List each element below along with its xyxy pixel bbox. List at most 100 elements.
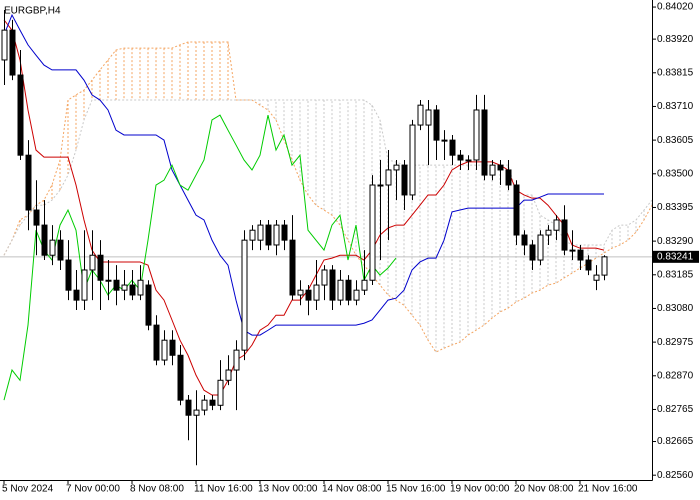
y-tick-label: 0.83920: [657, 34, 694, 45]
y-tick-label: 0.82975: [657, 337, 694, 348]
candle-body: [105, 279, 112, 282]
candle-body: [265, 224, 272, 246]
candle-body: [41, 224, 48, 256]
candle-body: [481, 109, 488, 176]
candle-body: [385, 169, 392, 186]
candle-body: [577, 249, 584, 261]
candle-body: [329, 269, 336, 301]
candle-body: [473, 109, 480, 161]
y-tick-label: 0.82560: [657, 470, 694, 481]
x-tick-label: 19 Nov 00:00: [450, 484, 510, 495]
candle-body: [345, 279, 352, 301]
candle-body: [321, 269, 328, 286]
candle-body: [273, 224, 280, 246]
y-tick-label: 0.83710: [657, 101, 694, 112]
candle-body: [553, 219, 560, 231]
y-tick-label: 0.82765: [657, 404, 694, 415]
candle-body: [161, 339, 168, 361]
candle-body: [513, 184, 520, 236]
candle-body: [193, 409, 200, 416]
candle-body: [289, 239, 296, 296]
candle-body: [241, 239, 248, 351]
candle-body: [465, 159, 472, 162]
candle-body: [401, 164, 408, 196]
candle-body: [305, 289, 312, 301]
x-tick-label: 5 Nov 2024: [2, 484, 54, 495]
candle-body: [81, 269, 88, 301]
candle-body: [457, 154, 464, 161]
candle-body: [489, 164, 496, 176]
candle-body: [257, 224, 264, 241]
candle-body: [377, 184, 384, 187]
candle-body: [209, 399, 216, 406]
indicator-line: [3, 99, 653, 256]
candle-body: [177, 354, 184, 401]
candle-body: [545, 229, 552, 236]
y-tick-label: 0.83815: [657, 67, 694, 78]
candle-body: [129, 284, 136, 296]
candle-body: [369, 184, 376, 281]
candle-body: [217, 379, 224, 406]
candle-body: [537, 234, 544, 261]
candle-body: [113, 279, 120, 291]
y-tick-label: 0.82665: [657, 436, 694, 447]
candle-body: [33, 209, 40, 226]
candle-body: [361, 279, 368, 291]
indicator-line: [3, 13, 604, 336]
x-tick-label: 15 Nov 16:00: [386, 484, 446, 495]
x-tick-label: 11 Nov 16:00: [194, 484, 253, 495]
y-tick-label: 0.84020: [657, 2, 694, 13]
candle-body: [449, 139, 456, 156]
candle-body: [601, 256, 608, 276]
x-tick-label: 21 Nov 16:00: [578, 484, 638, 495]
candle-body: [121, 284, 128, 291]
candle-body: [521, 234, 528, 246]
candle-body: [593, 274, 600, 281]
candle-body: [441, 139, 448, 142]
candle-body: [185, 399, 192, 416]
candle-body: [585, 259, 592, 271]
candle-body: [17, 74, 24, 156]
candle-body: [225, 369, 232, 381]
candle-body: [393, 164, 400, 171]
x-tick-label: 7 Nov 00:00: [66, 484, 120, 495]
candle-body: [433, 109, 440, 141]
candle-body: [65, 259, 72, 291]
candle-body: [49, 239, 56, 256]
candle-body: [233, 349, 240, 371]
candle-body: [145, 284, 152, 326]
candle-body: [89, 254, 96, 271]
candle-body: [353, 289, 360, 301]
indicator-line: [3, 114, 397, 401]
x-tick-label: 14 Nov 08:00: [322, 484, 382, 495]
x-tick-label: 20 Nov 08:00: [514, 484, 574, 495]
y-tick-label: 0.83185: [657, 269, 694, 280]
candle-body: [281, 224, 288, 241]
candle-body: [1, 29, 8, 61]
candle-body: [137, 279, 144, 296]
plot-area: [0, 9, 653, 466]
x-tick-label: 13 Nov 00:00: [258, 484, 318, 495]
candle-body: [561, 219, 568, 251]
candle-body: [417, 104, 424, 126]
candle-body: [73, 289, 80, 301]
candle-body: [569, 249, 576, 252]
candle-body: [97, 254, 104, 281]
candle-body: [505, 169, 512, 186]
y-tick-label: 0.83290: [657, 236, 694, 247]
candle-body: [153, 324, 160, 361]
candle-body: [529, 244, 536, 261]
y-tick-label: 0.82870: [657, 370, 694, 381]
candle-body: [25, 154, 32, 211]
indicator-line: [3, 19, 605, 396]
chart-title: EURGBP,H4: [4, 6, 61, 17]
candle-body: [249, 229, 256, 241]
candle-body: [409, 124, 416, 196]
candle-body: [9, 29, 16, 76]
y-tick-label: 0.83500: [657, 168, 694, 179]
candle-body: [57, 239, 64, 261]
candle-body: [297, 289, 304, 296]
indicator-line: [3, 41, 653, 353]
x-tick-label: 8 Nov 08:00: [130, 484, 184, 495]
